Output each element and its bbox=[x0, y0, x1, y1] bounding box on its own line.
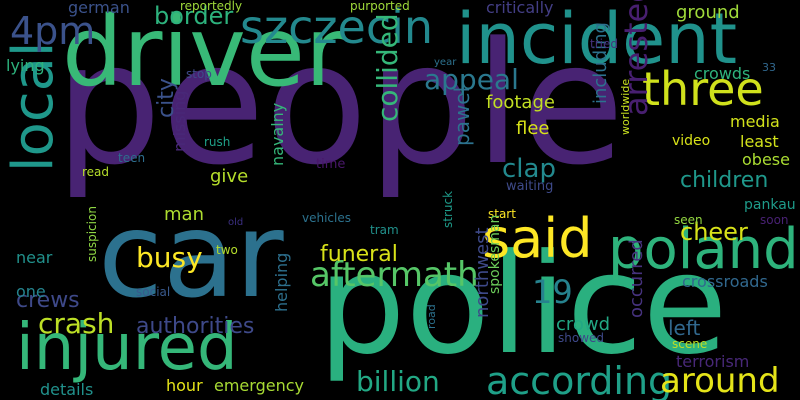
word-spokesman: spokesman bbox=[487, 214, 503, 294]
word-busy: busy bbox=[136, 241, 203, 274]
word-flee: flee bbox=[516, 118, 550, 139]
word-showed: showed bbox=[558, 331, 605, 345]
word-hour: hour bbox=[166, 376, 203, 395]
word-media: media bbox=[730, 112, 780, 131]
word-car: car bbox=[98, 186, 284, 324]
word-said: said bbox=[482, 207, 593, 270]
word-around: around bbox=[660, 361, 780, 400]
word-details: details bbox=[40, 380, 94, 399]
word-stop: stop bbox=[186, 67, 212, 81]
word-33: 33 bbox=[762, 61, 776, 74]
word-read: read bbox=[82, 165, 110, 179]
word-year: year bbox=[434, 57, 457, 68]
word-authorities: authorities bbox=[136, 314, 255, 339]
word-szczecin: szczecin bbox=[240, 0, 434, 54]
word-tram: tram bbox=[370, 223, 399, 237]
word-lying: lying bbox=[6, 56, 45, 75]
word-two: two bbox=[216, 243, 238, 257]
word-missing: missing bbox=[170, 90, 189, 152]
word-purported: purported bbox=[350, 0, 410, 13]
word-video: video bbox=[672, 133, 711, 149]
word-scene: scene bbox=[672, 337, 708, 351]
word-time: time bbox=[316, 157, 346, 172]
word-near: near bbox=[16, 248, 53, 267]
word-cheer: cheer bbox=[680, 218, 748, 246]
word-children: children bbox=[680, 168, 769, 193]
word-crowd: crowd bbox=[556, 314, 611, 335]
word-driver: driver bbox=[62, 0, 345, 108]
word-according: according bbox=[486, 359, 673, 400]
word-worldwide: worldwide bbox=[619, 78, 632, 135]
word-left: left bbox=[668, 316, 701, 340]
word-reportedly: reportedly bbox=[180, 0, 243, 13]
word-navalny: navalny bbox=[268, 102, 287, 166]
word-crossroads: crossroads bbox=[682, 272, 768, 291]
word-aftermath: aftermath bbox=[310, 255, 479, 295]
word-german: german bbox=[68, 0, 130, 17]
word-waiting: waiting bbox=[506, 179, 554, 194]
word-least: least bbox=[740, 132, 779, 151]
word-social: social bbox=[136, 285, 171, 299]
word-crash: crash bbox=[38, 307, 115, 340]
word-billion: billion bbox=[356, 365, 440, 398]
word-clap: clap bbox=[502, 154, 556, 184]
word-border: border bbox=[154, 2, 234, 30]
word-poland: poland bbox=[608, 217, 799, 282]
word-pankau: pankau bbox=[744, 197, 796, 213]
word-three: three bbox=[642, 62, 764, 116]
word-old: old bbox=[228, 217, 244, 228]
word-funeral: funeral bbox=[320, 242, 398, 267]
word-road: road bbox=[425, 304, 438, 329]
word-ground: ground bbox=[676, 2, 740, 23]
word-vehicles: vehicles bbox=[302, 211, 351, 225]
word-start: start bbox=[488, 207, 516, 221]
word-seen: seen bbox=[674, 213, 703, 227]
word-19: 19 bbox=[532, 273, 573, 311]
word-footage: footage bbox=[486, 92, 555, 113]
word-rush: rush bbox=[204, 135, 231, 149]
word-struck: struck bbox=[441, 190, 455, 228]
word-incident: incident bbox=[456, 0, 738, 80]
word-helping: helping bbox=[272, 252, 291, 312]
word-police: police bbox=[318, 224, 728, 385]
word-appeal: appeal bbox=[424, 63, 519, 96]
word-terrorism: terrorism bbox=[676, 352, 750, 371]
word-injured: injured bbox=[16, 311, 238, 385]
word-teen: teen bbox=[118, 151, 146, 165]
word-occurred: occurred bbox=[626, 239, 647, 318]
word-critically: critically bbox=[486, 0, 554, 17]
word-man: man bbox=[164, 204, 204, 225]
word-people: people bbox=[55, 6, 625, 202]
word-give: give bbox=[210, 166, 249, 187]
word-collided: collided bbox=[371, 13, 404, 122]
word-including: including bbox=[590, 22, 611, 104]
word-obese: obese bbox=[742, 150, 790, 169]
word-4pm: 4pm bbox=[10, 9, 96, 53]
word-soon: soon bbox=[760, 213, 789, 227]
word-crews: crews bbox=[16, 288, 80, 313]
word-pawel: pawel bbox=[450, 86, 474, 146]
word-one: one bbox=[16, 282, 46, 301]
word-emergency: emergency bbox=[214, 376, 304, 395]
word-crowds: crowds bbox=[694, 64, 751, 83]
word-tried: tried bbox=[590, 37, 618, 51]
word-suspicion: suspicion bbox=[85, 206, 99, 262]
